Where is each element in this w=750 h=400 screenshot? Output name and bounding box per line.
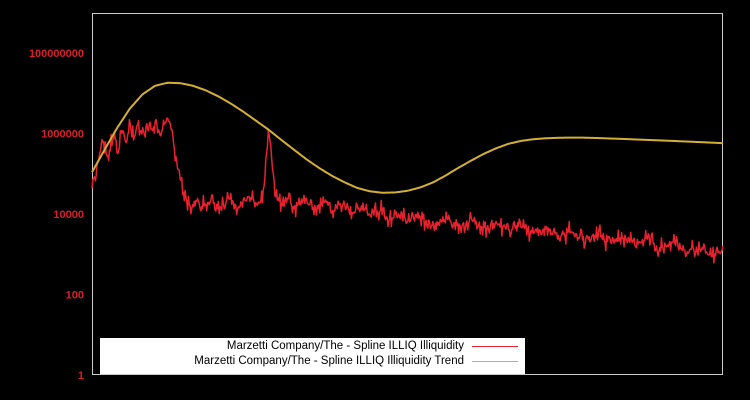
plot-frame	[92, 13, 723, 375]
series-line-illiquidity-trend	[91, 81, 724, 194]
y-tick-label: 10000	[53, 209, 84, 221]
legend-item[interactable]: Marzetti Company/The - Spline ILLIQ Illi…	[101, 354, 524, 369]
legend-swatch-illiquidity	[472, 346, 518, 347]
legend-item[interactable]: Marzetti Company/The - Spline ILLIQ Illi…	[101, 339, 524, 354]
legend-label-illiquidity: Marzetti Company/The - Spline ILLIQ Illi…	[226, 340, 464, 352]
series-line-illiquidity	[91, 117, 724, 264]
series-group	[91, 81, 724, 264]
y-tick-label: 100	[66, 290, 84, 302]
y-tick-label: 1	[78, 370, 84, 382]
chart-legend: Marzetti Company/The - Spline ILLIQ Illi…	[100, 338, 525, 374]
y-tick-label: 1000000	[41, 129, 84, 141]
legend-label-illiquidity-trend: Marzetti Company/The - Spline ILLIQ Illi…	[194, 355, 464, 367]
y-axis-tick-labels: 100000000 1000000 10000 100 1	[29, 48, 84, 382]
legend-swatch-illiquidity-trend	[472, 361, 518, 362]
y-tick-label: 100000000	[29, 48, 84, 60]
